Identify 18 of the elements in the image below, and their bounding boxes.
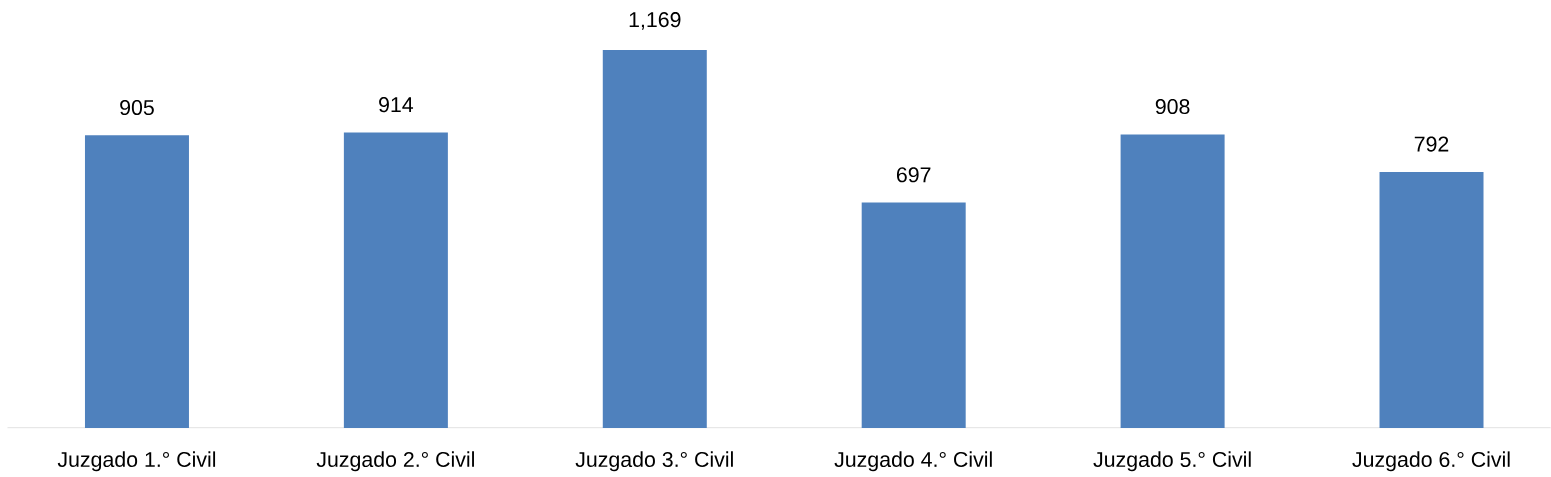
x-tick-label: Juzgado 1.° Civil — [57, 451, 216, 472]
data-label: 697 — [896, 167, 931, 183]
bar — [84, 135, 189, 428]
x-tick-label: Juzgado 6.° Civil — [1352, 451, 1510, 472]
x-tick-label: Juzgado 4.° Civil — [834, 451, 992, 472]
bar — [602, 49, 707, 428]
data-label: 1,169 — [629, 12, 681, 30]
x-tick-label: Juzgado 5.° Civil — [1093, 451, 1251, 472]
data-label: 792 — [1414, 136, 1449, 152]
bar — [343, 132, 448, 428]
data-label: 914 — [379, 97, 414, 113]
x-tick-label: Juzgado 3.° Civil — [575, 451, 733, 472]
bar — [1120, 134, 1225, 428]
bar — [1379, 171, 1484, 428]
bar — [861, 202, 966, 428]
data-label: 908 — [1155, 99, 1190, 115]
x-tick-label: Juzgado 2.° Civil — [316, 451, 474, 472]
data-label: 905 — [120, 99, 154, 116]
